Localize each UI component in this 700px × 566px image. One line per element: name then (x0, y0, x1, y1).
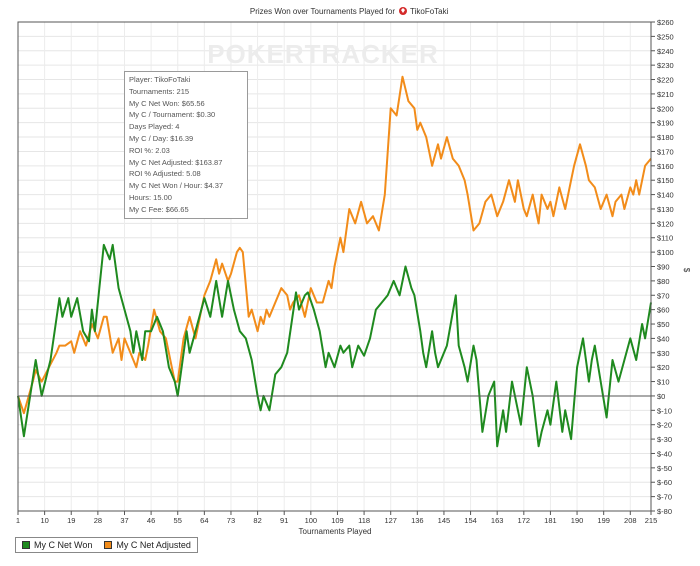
y-tick-label: $260 (657, 18, 674, 27)
y-tick-label: $230 (657, 61, 674, 70)
y-tick-label: $-30 (657, 435, 672, 444)
stat-line: Player: TikoFoTaki (129, 75, 191, 84)
y-tick-label: $40 (657, 334, 670, 343)
x-tick-label: 172 (518, 516, 531, 525)
y-tick-label: $200 (657, 104, 674, 113)
legend-swatch-net-won (22, 541, 30, 549)
y-tick-label: $-70 (657, 493, 672, 502)
legend-item-net-adjusted[interactable]: My C Net Adjusted (104, 540, 191, 550)
y-tick-label: $240 (657, 47, 674, 56)
y-tick-label: $250 (657, 32, 674, 41)
y-tick-label: $-50 (657, 464, 672, 473)
chart-title-prefix: Prizes Won over Tournaments Played for (250, 7, 395, 16)
y-axis-label: $ (682, 268, 691, 273)
stat-line: ROI % Adjusted: 5.08 (129, 169, 201, 179)
y-tick-label: $-60 (657, 478, 672, 487)
y-tick-label: $210 (657, 90, 674, 99)
chart-title-player: TikoFoTaki (410, 7, 449, 16)
y-tick-label: $100 (657, 248, 674, 257)
y-tick-label: $80 (657, 277, 670, 286)
legend-label-net-adjusted: My C Net Adjusted (116, 540, 191, 550)
x-tick-label: 82 (253, 516, 261, 525)
x-tick-label: 215 (645, 516, 658, 525)
stat-line: Tournaments: 215 (129, 86, 190, 96)
stat-line: My C / Day: $16.39 (129, 133, 194, 143)
series-layer (17, 75, 652, 448)
stat-line: My C Net Won: $65.56 (129, 98, 205, 108)
x-tick-label: 37 (120, 516, 128, 525)
x-axis-label: Tournaments Played (299, 527, 372, 536)
x-tick-label: 127 (384, 516, 397, 525)
stats-infobox: Player: TikoFoTaki Tournaments: 215 My C… (124, 71, 248, 219)
series-line-net-won (17, 243, 652, 448)
series-line-net-adjusted (17, 75, 652, 415)
x-tick-label: 100 (305, 516, 318, 525)
x-tick-label: 109 (331, 516, 344, 525)
x-tick-label: 55 (174, 516, 182, 525)
y-tick-label: $30 (657, 349, 670, 358)
stat-line: ROI %: 2.03 (129, 145, 170, 155)
y-tick-label: $110 (657, 234, 673, 243)
y-tick-label: $-20 (657, 421, 672, 430)
x-tick-label: 91 (280, 516, 288, 525)
x-tick-label: 208 (624, 516, 637, 525)
x-tick-label: 199 (597, 516, 610, 525)
watermark: POKERTRACKER (207, 39, 439, 69)
x-tick-label: 163 (491, 516, 504, 525)
x-tick-label: 10 (40, 516, 48, 525)
y-tick-label: $50 (657, 320, 670, 329)
y-tick-label: $-80 (657, 507, 672, 516)
y-tick-label: $60 (657, 306, 670, 315)
y-tick-label: $120 (657, 219, 674, 228)
stat-line: Hours: 15.00 (129, 192, 172, 202)
y-tick-label: $10 (657, 378, 670, 387)
stat-line: My C Net Adjusted: $163.87 (129, 157, 223, 167)
legend-swatch-net-adjusted (104, 541, 113, 549)
y-tick-label: $90 (657, 263, 670, 272)
x-tick-label: 154 (464, 516, 477, 525)
x-tick-label: 28 (94, 516, 102, 525)
stat-line: My C / Tournament: $0.30 (129, 110, 216, 120)
x-tick-label: 181 (544, 516, 557, 525)
x-tick-label: 190 (571, 516, 584, 525)
legend-item-net-won[interactable]: My C Net Won (22, 540, 92, 550)
x-tick-label: 1 (16, 516, 20, 525)
x-tick-label: 73 (227, 516, 235, 525)
x-tick-label: 64 (200, 516, 208, 525)
legend-label-net-won: My C Net Won (34, 540, 93, 550)
stat-line: Days Played: 4 (129, 122, 180, 132)
y-tick-label: $130 (657, 205, 674, 214)
y-tick-label: $-40 (657, 449, 672, 458)
x-tick-label: 19 (67, 516, 75, 525)
y-tick-label: $150 (657, 176, 674, 185)
y-tick-label: $180 (657, 133, 674, 142)
axis-layer: $260 $250 $240 $230 $220 $210 $200 $190 $180 $170… (16, 18, 674, 525)
chart-title: Prizes Won over Tournaments Played for T… (250, 7, 449, 16)
y-tick-label: $-10 (657, 406, 672, 415)
y-tick-label: $20 (657, 363, 670, 372)
y-tick-label: $170 (657, 147, 674, 156)
stat-line: My C Fee: $66.65 (129, 204, 189, 214)
y-tick-label: $190 (657, 119, 674, 128)
legend: My C Net Won My C Net Adjusted (15, 537, 198, 553)
pokerstars-logo-icon (399, 7, 407, 15)
x-tick-label: 136 (411, 516, 424, 525)
x-tick-label: 46 (147, 516, 155, 525)
x-tick-label: 118 (358, 516, 370, 525)
y-tick-label: $140 (657, 191, 674, 200)
y-tick-label: $0 (657, 392, 665, 401)
x-tick-label: 145 (438, 516, 451, 525)
stat-line: My C Net Won / Hour: $4.37 (129, 181, 224, 191)
y-tick-label: $70 (657, 291, 670, 300)
y-tick-label: $160 (657, 162, 674, 171)
y-tick-label: $220 (657, 76, 674, 85)
